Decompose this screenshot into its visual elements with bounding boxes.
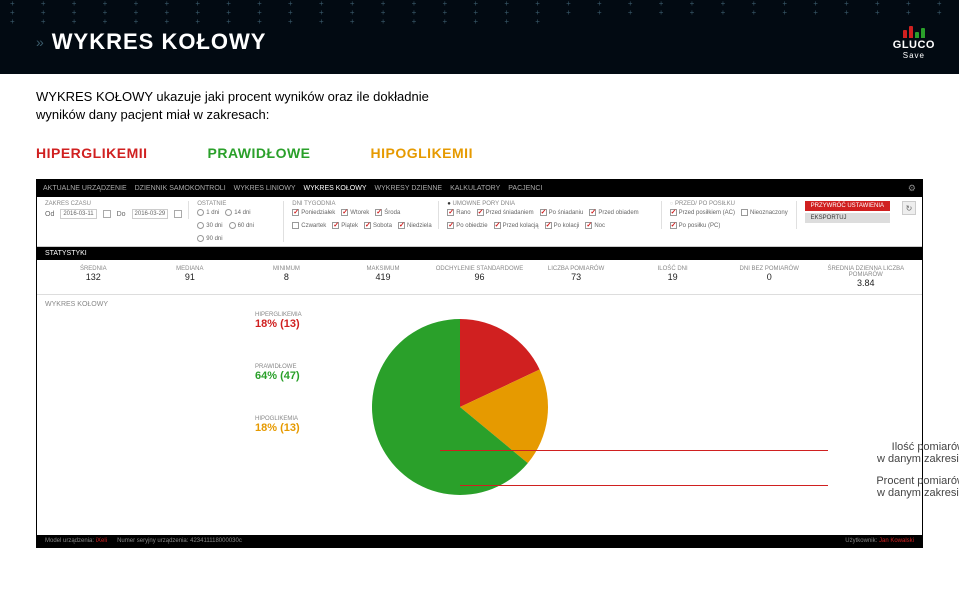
restore-button[interactable]: PRZYWRÓĆ USTAWIENIA [805, 201, 890, 211]
annotation-count: Ilość pomiarów w danym zakresie [825, 441, 959, 465]
chk-option[interactable]: Czwartek [292, 222, 326, 229]
calendar-icon[interactable] [103, 210, 111, 218]
chk-option[interactable]: Przed kolacją [494, 222, 539, 229]
label-hiperglikemia: HIPERGLIKEMII [36, 145, 148, 161]
page-header: » WYKRES KOŁOWY GLUCO Save [0, 24, 959, 74]
stat-cell: MAKSIMUM419 [335, 266, 432, 288]
gear-icon[interactable]: ⚙ [908, 183, 916, 194]
decorative-top: + + + + + + + + + + + + + + + + + + + + … [0, 0, 959, 24]
stat-cell: ŚREDNIA132 [45, 266, 142, 288]
leader-line [460, 485, 828, 486]
stat-cell: DNI BEZ POMIARÓW0 [721, 266, 818, 288]
chk-option[interactable]: Po obiedzie [447, 222, 487, 229]
category-labels: HIPERGLIKEMII PRAWIDŁOWE HIPOGLIKEMII [0, 135, 959, 179]
stat-cell: ODCHYLENIE STANDARDOWE96 [431, 266, 528, 288]
chk-option[interactable]: Nieoznaczony [741, 209, 788, 216]
chk-option[interactable]: Niedziela [398, 222, 432, 229]
chk-option[interactable]: Przed posiłkiem (AC) [670, 209, 735, 216]
stat-cell: ŚREDNIA DZIENNA LICZBA POMIARÓW3.84 [818, 266, 915, 288]
nav-item[interactable]: DZIENNIK SAMOKONTROLI [135, 185, 226, 192]
radio-option[interactable]: 90 dni [197, 235, 222, 242]
legend-item: HIPOGLIKEMIA18% (13) [255, 416, 345, 434]
chevron-icon: » [36, 34, 44, 50]
nav-item[interactable]: PACJENCI [508, 185, 542, 192]
chk-option[interactable]: Przed śniadaniem [477, 209, 534, 216]
refresh-icon[interactable]: ↻ [902, 201, 916, 215]
stats-row: ŚREDNIA132MEDIANA91MINIMUM8MAKSIMUM419OD… [37, 260, 922, 295]
filters-bar: ZAKRES CZASU Od 2016-03-11 Do 2016-03-29… [37, 197, 922, 247]
radio-option[interactable]: 60 dni [229, 222, 254, 229]
nav-item[interactable]: AKTUALNE URZĄDZENIE [43, 185, 127, 192]
chk-option[interactable]: Po kolacji [545, 222, 580, 229]
calendar-icon[interactable] [174, 210, 182, 218]
chk-option[interactable]: Rano [447, 209, 470, 216]
date-from-input[interactable]: 2016-03-11 [60, 209, 96, 219]
nav-item[interactable]: KALKULATORY [450, 185, 500, 192]
chk-option[interactable]: Piątek [332, 222, 358, 229]
stat-cell: LICZBA POMIARÓW73 [528, 266, 625, 288]
radio-option[interactable]: 30 dni [197, 222, 222, 229]
chk-option[interactable]: Poniedziałek [292, 209, 335, 216]
legend-item: HIPERGLIKEMIA18% (13) [255, 312, 345, 330]
chk-option[interactable]: Środa [375, 209, 400, 216]
intro-text: WYKRES KOŁOWY ukazuje jaki procent wynik… [0, 74, 959, 135]
annotation-percent: Procent pomiarów w danym zakresie [825, 475, 959, 499]
chk-option[interactable]: Sobota [364, 222, 392, 229]
date-to-input[interactable]: 2016-03-29 [132, 209, 169, 219]
leader-line [440, 450, 828, 451]
nav-item[interactable]: WYKRESY DZIENNE [375, 185, 443, 192]
brand-logo: GLUCO Save [893, 24, 935, 60]
chk-option[interactable]: Po posiłku (PC) [670, 222, 721, 229]
stat-cell: MEDIANA91 [142, 266, 239, 288]
chk-option[interactable]: Po śniadaniu [540, 209, 584, 216]
app-frame: AKTUALNE URZĄDZENIE DZIENNIK SAMOKONTROLI… [36, 179, 923, 548]
radio-option[interactable]: 14 dni [225, 209, 250, 216]
stat-cell: MINIMUM8 [238, 266, 335, 288]
chk-option[interactable]: Wtorek [341, 209, 369, 216]
status-bar: Model urządzenia: iXeli Numer seryjny ur… [37, 535, 922, 547]
app-nav: AKTUALNE URZĄDZENIE DZIENNIK SAMOKONTROLI… [37, 180, 922, 197]
label-prawidlowe: PRAWIDŁOWE [208, 145, 311, 161]
radio-option[interactable]: 1 dni [197, 209, 219, 216]
legend-item: PRAWIDŁOWE64% (47) [255, 364, 345, 382]
chk-option[interactable]: Przed obiadem [589, 209, 638, 216]
stat-cell: ILOŚĆ DNI19 [624, 266, 721, 288]
stats-section-title: STATYSTYKI [37, 247, 922, 260]
nav-item[interactable]: WYKRES KOŁOWY [303, 185, 366, 192]
label-hipoglikemia: HIPOGLIKEMII [371, 145, 473, 161]
chk-option[interactable]: Noc [585, 222, 605, 229]
nav-item[interactable]: WYKRES LINIOWY [234, 185, 296, 192]
pie-chart [365, 312, 555, 502]
chart-area: WYKRES KOŁOWY HIPERGLIKEMIA18% (13)PRAWI… [37, 295, 922, 535]
export-button[interactable]: EKSPORTUJ [805, 213, 890, 223]
page-title: WYKRES KOŁOWY [52, 29, 267, 55]
